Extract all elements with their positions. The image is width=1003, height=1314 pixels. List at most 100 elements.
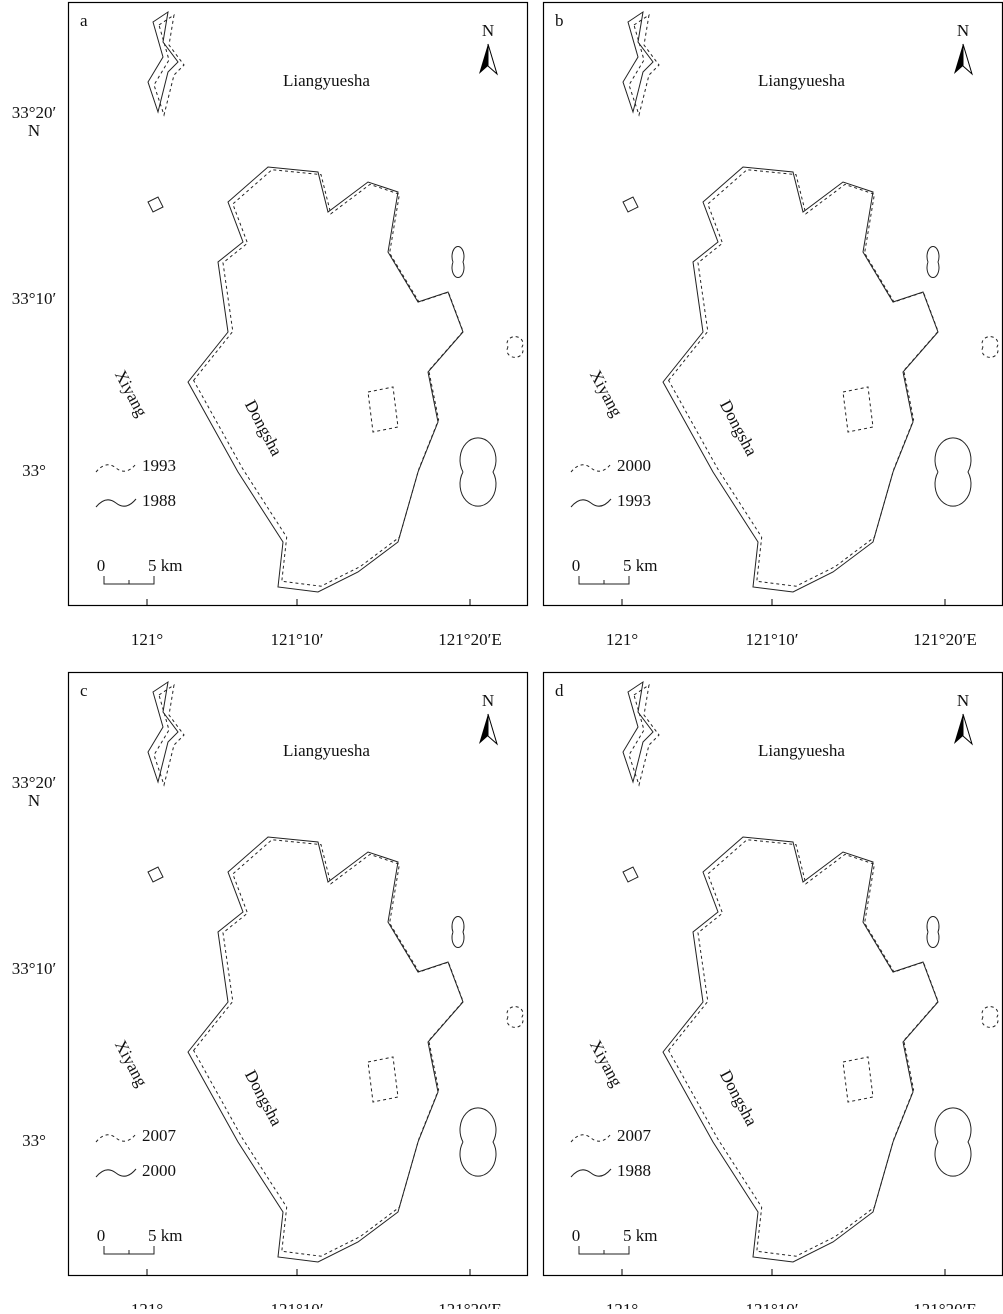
- liangyuesha-outline: [148, 682, 178, 782]
- place-label: Xiyang: [586, 1037, 627, 1091]
- panel-frame: [544, 3, 1003, 606]
- north-arrow: [479, 714, 488, 744]
- longitude-label: 121°20′E: [913, 1300, 976, 1309]
- longitude-label: 121°10′: [270, 1300, 323, 1309]
- islet: [927, 916, 939, 947]
- latitude-label: 33°20′: [12, 773, 57, 792]
- place-label: Dongsha: [716, 1067, 761, 1130]
- scale-bar: [579, 1246, 629, 1254]
- place-label: Liangyuesha: [758, 741, 845, 760]
- scale-label: 0: [97, 1226, 106, 1245]
- longitude-label: 121°10′: [745, 1300, 798, 1309]
- place-label: Xiyang: [111, 1037, 152, 1091]
- islet: [460, 438, 496, 506]
- latitude-label: 33°: [22, 461, 46, 480]
- scale-label: 5 km: [623, 556, 657, 575]
- legend-label: 2000: [617, 456, 651, 475]
- islet: [368, 1057, 398, 1102]
- islet: [368, 387, 398, 432]
- longitude-label: 121°10′: [745, 630, 798, 649]
- liangyuesha-outline: [623, 12, 653, 112]
- islet: [623, 867, 638, 882]
- place-label: Liangyuesha: [283, 71, 370, 90]
- islet: [148, 867, 163, 882]
- north-arrow: [488, 44, 497, 74]
- legend-label: 1993: [142, 456, 176, 475]
- place-label: Dongsha: [716, 397, 761, 460]
- panel-letter: a: [80, 11, 88, 30]
- islet: [460, 1108, 496, 1176]
- shoal-outline: [663, 167, 938, 592]
- islet: [935, 438, 971, 506]
- longitude-label: 121°20′E: [438, 1300, 501, 1309]
- islet: [927, 246, 939, 277]
- north-label: N: [957, 21, 969, 40]
- panel-letter: b: [555, 11, 564, 30]
- scale-bar: [579, 576, 629, 584]
- panel-letter: d: [555, 681, 564, 700]
- legend-line: [96, 1169, 136, 1177]
- liangyuesha-outline: [623, 682, 653, 782]
- islet: [623, 197, 638, 212]
- islet: [452, 916, 464, 947]
- north-arrow: [954, 44, 963, 74]
- north-arrow: [963, 44, 972, 74]
- legend-label: 1993: [617, 491, 651, 510]
- place-label: Dongsha: [241, 1067, 286, 1130]
- panel-frame: [69, 673, 528, 1276]
- panel-frame: [544, 673, 1003, 1276]
- liangyuesha-outline: [148, 12, 178, 112]
- shoal-outline-earlier: [669, 170, 939, 587]
- legend-line: [571, 1134, 611, 1142]
- north-label: N: [482, 21, 494, 40]
- scale-label: 5 km: [148, 1226, 182, 1245]
- scale-bar: [104, 576, 154, 584]
- figure: a N Liangyuesha Xiyang Dongsha 1993 1988 0 5 km 1…: [0, 0, 1003, 1309]
- shoal-outline: [188, 167, 463, 592]
- longitude-label: 121°20′E: [438, 630, 501, 649]
- north-arrow: [488, 714, 497, 744]
- scale-bar: [104, 1246, 154, 1254]
- place-label: Liangyuesha: [283, 741, 370, 760]
- longitude-label: 121°20′E: [913, 630, 976, 649]
- legend-line: [96, 464, 136, 472]
- legend-line: [571, 499, 611, 507]
- scale-label: 5 km: [623, 1226, 657, 1245]
- legend-label: 2007: [617, 1126, 652, 1145]
- scale-label: 5 km: [148, 556, 182, 575]
- shoal-outline: [188, 837, 463, 1262]
- longitude-label: 121°: [131, 630, 163, 649]
- shoal-outline-earlier: [669, 840, 939, 1256]
- place-label: Xiyang: [586, 367, 627, 421]
- north-label: N: [957, 691, 969, 710]
- latitude-label: N: [28, 121, 40, 140]
- legend-line: [96, 499, 136, 507]
- legend-line: [571, 1169, 611, 1177]
- longitude-label: 121°: [606, 1300, 638, 1309]
- place-label: Dongsha: [241, 397, 286, 460]
- panel-frame: [69, 3, 528, 606]
- latitude-label: N: [28, 791, 40, 810]
- islet: [507, 337, 523, 358]
- place-label: Xiyang: [111, 367, 152, 421]
- panel-letter: c: [80, 681, 88, 700]
- scale-label: 0: [572, 1226, 581, 1245]
- legend-label: 1988: [142, 491, 176, 510]
- legend-line: [571, 464, 611, 472]
- legend-line: [96, 1134, 136, 1142]
- north-label: N: [482, 691, 494, 710]
- map-panel: a N Liangyuesha Xiyang Dongsha 1993 1988 0 5 km 1…: [12, 3, 528, 649]
- shoal-outline: [663, 837, 938, 1262]
- legend-label: 2000: [142, 1161, 176, 1180]
- islet: [507, 1007, 523, 1028]
- islet: [148, 197, 163, 212]
- longitude-label: 121°10′: [270, 630, 323, 649]
- scale-label: 0: [97, 556, 106, 575]
- longitude-label: 121°: [606, 630, 638, 649]
- place-label: Liangyuesha: [758, 71, 845, 90]
- shoal-outline-earlier: [194, 170, 464, 587]
- north-arrow: [479, 44, 488, 74]
- islet: [452, 246, 464, 277]
